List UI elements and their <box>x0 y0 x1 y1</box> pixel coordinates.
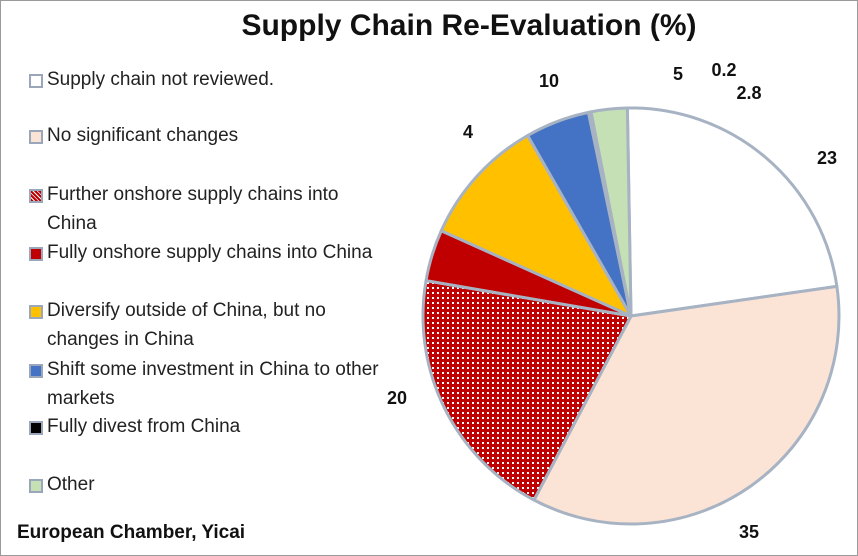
data-label: 0.2 <box>711 60 736 80</box>
legend-swatch-not-reviewed <box>29 74 43 88</box>
data-label: 10 <box>539 71 559 91</box>
data-label: 4 <box>463 122 473 142</box>
source-note: European Chamber, Yicai <box>17 522 246 543</box>
data-label: 20 <box>387 388 407 408</box>
legend-label-fully-divest: Fully divest from China <box>47 416 241 437</box>
legend-label-shift-investment: Shift some investment in China to other … <box>47 359 379 409</box>
legend-swatch-no-changes <box>29 130 43 144</box>
legend-label-diversify: Diversify outside of China, but no chang… <box>47 300 326 350</box>
pie-slice <box>589 106 633 318</box>
pie-slice <box>439 134 633 318</box>
legend-swatch-further-onshore <box>29 189 43 203</box>
pie-slice <box>625 106 839 318</box>
data-label: 23 <box>817 148 837 168</box>
legend-swatch-other <box>29 479 43 493</box>
legend-swatch-fully-onshore <box>29 247 43 261</box>
legend-label-not-reviewed: Supply chain not reviewed. <box>47 69 275 90</box>
legend-swatch-shift-investment <box>29 364 43 378</box>
legend-label-no-changes: No significant changes <box>47 125 239 146</box>
legend-label-other: Other <box>47 474 95 495</box>
legend-swatch-fully-divest <box>29 421 43 435</box>
data-label: 2.8 <box>736 83 761 103</box>
chart-title: Supply Chain Re-Evaluation (%) <box>241 9 697 42</box>
legend-label-further-onshore: Further onshore supply chains into China <box>47 184 339 234</box>
pie-slice <box>421 279 633 502</box>
legend-swatch-diversify <box>29 305 43 319</box>
legend-label-fully-onshore: Fully onshore supply chains into China <box>47 242 373 263</box>
pie-slice <box>532 284 841 526</box>
data-label: 35 <box>739 522 759 542</box>
data-label: 5 <box>673 64 683 84</box>
